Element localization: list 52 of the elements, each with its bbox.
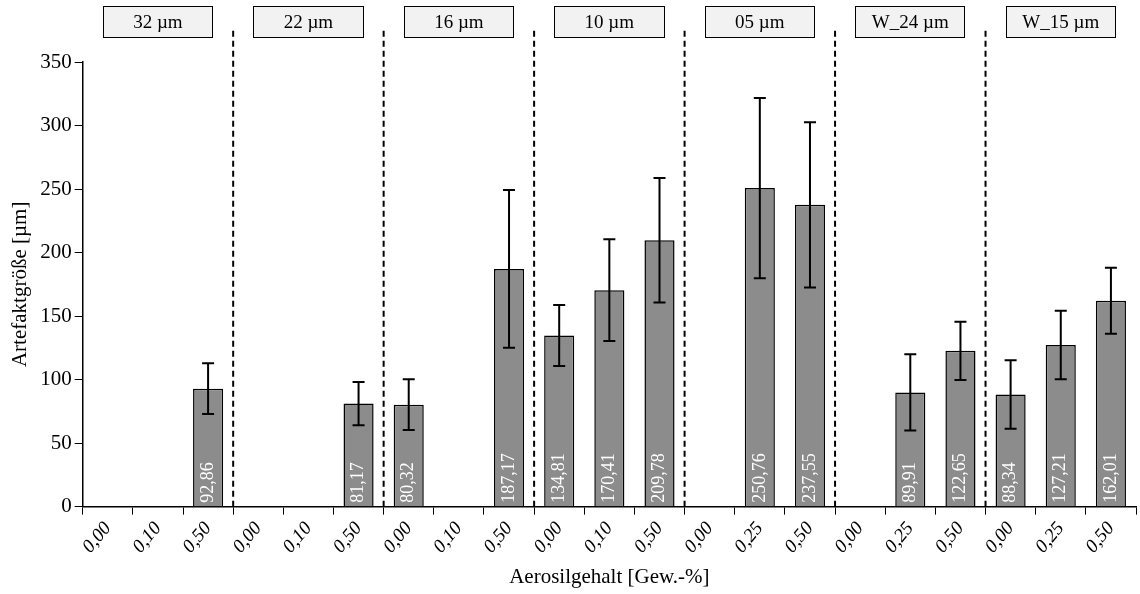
data-label: 134,81 [547,453,568,503]
y-tick-label: 0 [61,493,72,518]
x-tick-label: 0,00 [378,516,416,557]
x-tick-label: 0,50 [779,516,818,557]
x-tick-label: 0,25 [879,517,918,557]
x-tick-label: 0,10 [127,516,166,557]
text: 22 µm [253,6,364,38]
x-tick-label: 0,25 [1030,517,1068,557]
data-label: 127,21 [1049,453,1070,503]
x-tick-label: 0,00 [77,516,115,557]
text: 10 µm [554,6,665,38]
x-tick-label: 0,10 [578,516,617,557]
text: W_15 µm [1005,6,1116,38]
y-tick-label: 100 [40,366,72,391]
data-label: 237,55 [798,453,819,503]
x-tick-label: 0,50 [628,516,667,557]
y-tick-label: 200 [40,239,72,264]
x-tick-label: 0,10 [428,516,467,557]
data-label: 80,32 [397,462,418,503]
text: W_24 µm [855,6,966,38]
data-label: 209,78 [648,453,669,503]
data-label: 88,34 [999,462,1020,503]
data-label: 122,65 [949,453,970,503]
x-tick-label: 0,25 [729,517,767,557]
x-tick-label: 0,50 [478,516,517,557]
data-label: 170,41 [598,453,619,503]
x-tick-label: 0,50 [177,516,216,557]
x-tick-label: 0,50 [1080,516,1119,557]
y-tick-label: 50 [50,429,72,454]
y-tick-label: 350 [40,48,72,73]
x-tick-label: 0,00 [980,516,1018,557]
x-tick-label: 0,00 [227,516,266,557]
data-label: 250,76 [748,453,769,503]
x-tick-label: 0,00 [679,516,717,557]
y-axis-title: Artefaktgröße [µm] [7,201,32,368]
x-tick-label: 0,00 [829,516,868,557]
text: 16 µm [403,6,515,38]
y-tick-label: 150 [40,302,72,327]
text: 32 µm [102,6,214,38]
x-tick-label: 0,50 [929,516,968,557]
x-axis-title: Aerosilgehalt [Gew.-%] [509,563,710,588]
data-label: 162,01 [1099,453,1120,503]
y-tick-label: 250 [40,175,72,200]
x-tick-label: 0,00 [528,516,567,557]
text: 05 µm [704,6,815,38]
y-tick-label: 300 [40,112,72,137]
data-label: 92,86 [196,462,217,503]
x-tick-label: 0,10 [277,516,316,557]
data-label: 187,17 [497,453,518,503]
x-tick-label: 0,50 [328,516,366,557]
data-label: 81,17 [347,462,368,503]
data-label: 89,91 [899,462,920,503]
